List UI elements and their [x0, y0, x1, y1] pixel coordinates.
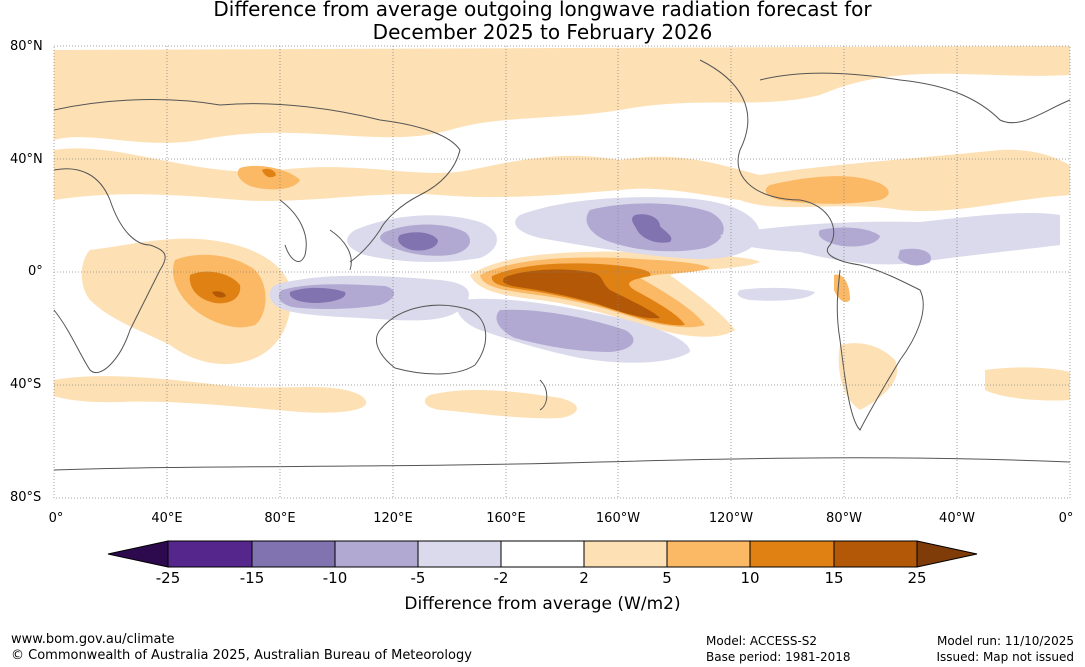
colorbar-bin-7	[666, 540, 751, 568]
lon-label-0-left: 0°	[48, 511, 64, 526]
lat-label-80s: 80°S	[10, 490, 42, 505]
colorbar-bin-6	[583, 540, 668, 568]
footer-issued: Issued: Map not issued	[936, 650, 1074, 664]
colorbar-bin-4	[417, 540, 502, 568]
colorbar-label: Difference from average (W/m2)	[404, 594, 681, 614]
lon-label-80w: 80°W	[826, 511, 862, 526]
footer-url: www.bom.gov.au/climate	[11, 632, 175, 647]
footer-copyright: © Commonwealth of Australia 2025, Austra…	[11, 648, 472, 663]
colorbar-bin-2	[251, 540, 336, 568]
colorbar-bin-8	[749, 540, 835, 568]
colorbar-tick: -15	[239, 569, 265, 587]
colorbar-low-extension	[107, 540, 169, 568]
lat-label-40s: 40°S	[10, 377, 42, 392]
colorbar-bin-3	[334, 540, 419, 568]
lon-label-80e: 80°E	[264, 511, 296, 526]
lat-label-80n: 80°N	[10, 39, 43, 54]
footer-model: Model: ACCESS-S2	[706, 634, 818, 648]
lon-label-160e: 160°E	[486, 511, 526, 526]
colorbar	[107, 540, 978, 568]
lon-label-120e: 120°E	[373, 511, 413, 526]
colorbar-bin-9	[833, 540, 918, 568]
colorbar-tick: -2	[493, 569, 509, 587]
colorbar-tick: 10	[740, 569, 760, 587]
colorbar-tick: 2	[579, 569, 589, 587]
lon-label-40e: 40°E	[151, 511, 183, 526]
graticule	[53, 45, 1071, 499]
colorbar-tick: 15	[824, 569, 844, 587]
lat-label-40n: 40°N	[10, 152, 43, 167]
map-title-line-2: December 2025 to February 2026	[372, 20, 713, 44]
positive-anomaly-regions	[54, 46, 1070, 419]
negative-anomaly-regions	[269, 197, 1060, 363]
lon-label-40w: 40°W	[939, 511, 975, 526]
colorbar-tick: 5	[662, 569, 672, 587]
footer-model-run: Model run: 11/10/2025	[936, 634, 1074, 648]
colorbar-tick: -5	[410, 569, 426, 587]
map-title-line-1: Difference from average outgoing longwav…	[213, 0, 872, 21]
colorbar-high-extension	[916, 540, 978, 568]
colorbar-tick: -25	[155, 569, 181, 587]
colorbar-tick: 25	[907, 569, 927, 587]
colorbar-tick: -10	[322, 569, 348, 587]
colorbar-bin-1	[167, 540, 253, 568]
colorbar-bin-5	[500, 540, 585, 568]
lat-label-equator: 0°	[28, 264, 43, 279]
footer-base-period: Base period: 1981-2018	[706, 650, 851, 664]
lon-label-120w: 120°W	[708, 511, 754, 526]
coastlines	[53, 59, 1071, 471]
lon-label-0-right: 0°	[1058, 511, 1074, 526]
lon-label-160w: 160°W	[595, 511, 641, 526]
